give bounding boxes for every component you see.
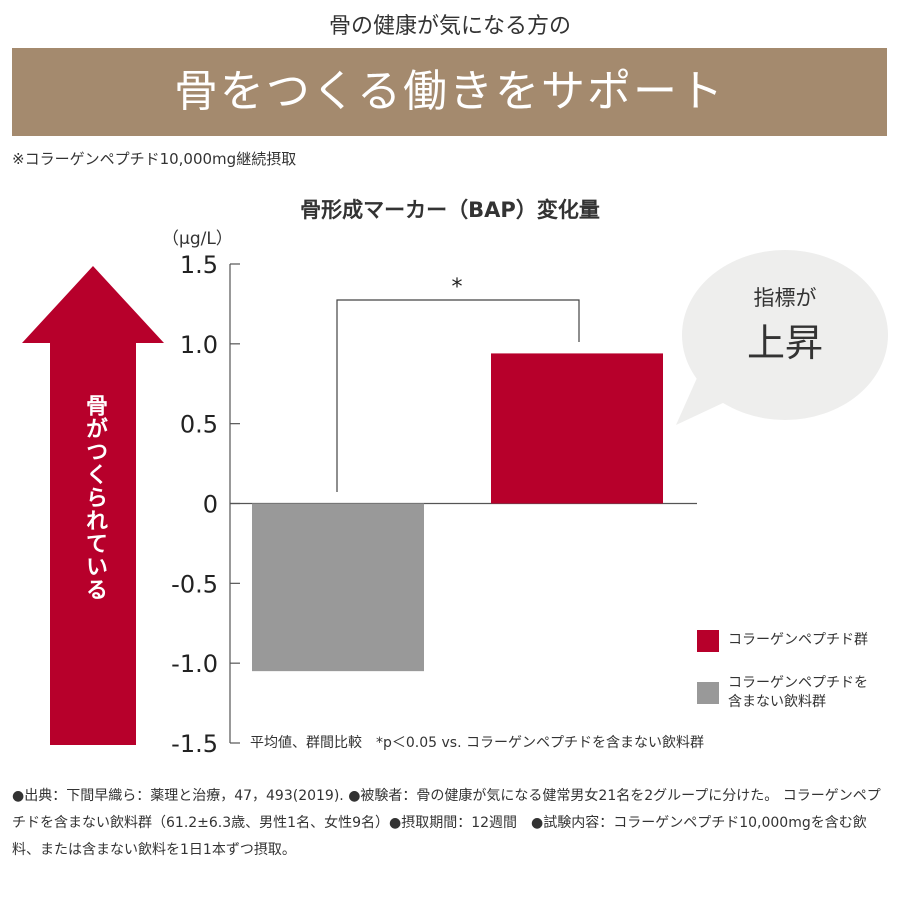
y-tick-label: -1.5 xyxy=(171,730,218,758)
bar-collagen xyxy=(491,353,663,504)
footnote: 平均値、群間比較 *p＜0.05 vs. コラーゲンペプチドを含まない飲料群 xyxy=(250,735,704,751)
legend-swatch-control xyxy=(697,682,719,704)
bubble-line1: 指標が xyxy=(753,286,817,310)
banner-title: 骨をつくる働きをサポート xyxy=(173,66,726,117)
y-tick-label: -0.5 xyxy=(171,570,218,598)
bubble-line2: 上昇 xyxy=(746,321,823,365)
intake-note: ※コラーゲンペプチド10,000mg継続摂取 xyxy=(12,150,297,168)
y-tick-label: -1.0 xyxy=(171,650,218,678)
up-arrow-icon xyxy=(22,266,164,745)
chart-title: 骨形成マーカー（BAP）変化量 xyxy=(300,198,600,222)
significance-mark: * xyxy=(452,275,463,300)
source-text: ●出典：下間早織ら：薬理と治療，47，493(2019). ●被験者：骨の健康が… xyxy=(12,788,881,858)
callout-bubble: 指標が 上昇 xyxy=(682,250,888,420)
y-tick-label: 1.0 xyxy=(180,331,218,359)
y-unit-label: （μg/L） xyxy=(162,229,233,249)
y-tick-label: 1.5 xyxy=(180,251,218,279)
legend-label-collagen: コラーゲンペプチド群 xyxy=(728,632,868,648)
bar-control xyxy=(252,503,424,672)
legend-swatch-collagen xyxy=(697,630,719,652)
arrow-label: 骨がつくられている xyxy=(82,394,107,601)
legend-label-control-line2: 含まない飲料群 xyxy=(728,694,826,710)
pre-title: 骨の健康が気になる方の xyxy=(328,14,571,39)
title-banner: 骨をつくる働きをサポート xyxy=(12,48,887,136)
y-tick-label: 0 xyxy=(203,491,218,519)
bubble-tail xyxy=(676,360,740,425)
significance-bracket xyxy=(336,299,580,492)
legend-label-control-line1: コラーゲンペプチドを xyxy=(728,675,868,691)
y-tick-label: 0.5 xyxy=(180,411,218,439)
